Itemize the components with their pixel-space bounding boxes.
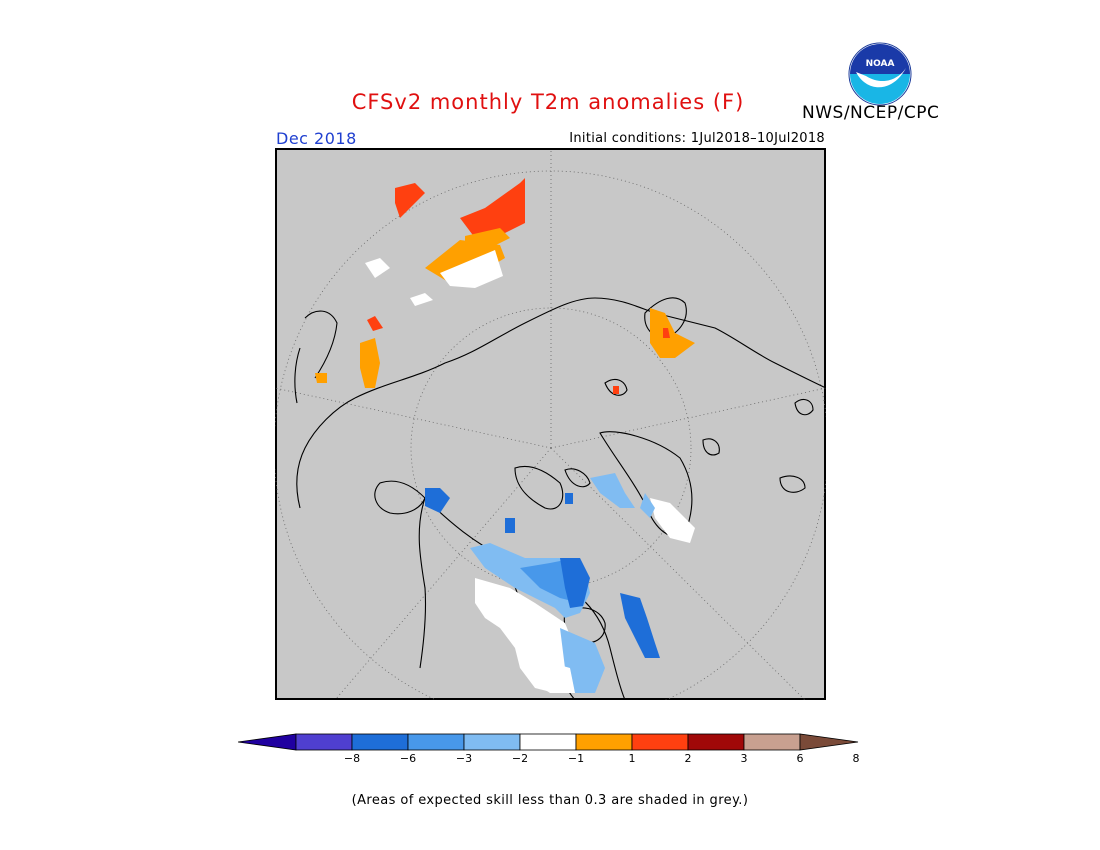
- valid-month-label: Dec 2018: [276, 129, 357, 148]
- legend-swatch: [687, 733, 745, 751]
- color-legend: [238, 733, 859, 751]
- legend-tick-label: 1: [628, 752, 636, 765]
- legend-tick-label: −3: [455, 752, 473, 765]
- legend-swatch: [295, 733, 353, 751]
- polar-anomaly-map: [275, 148, 826, 700]
- legend-swatch: [463, 733, 521, 751]
- legend-tick-label: −2: [511, 752, 529, 765]
- legend-tick-label: 2: [684, 752, 692, 765]
- agency-label: NWS/NCEP/CPC: [802, 103, 940, 123]
- legend-tick-label: −1: [567, 752, 585, 765]
- svg-text:NOAA: NOAA: [866, 59, 895, 69]
- legend-swatch: [351, 733, 409, 751]
- legend-tick-label: −8: [343, 752, 361, 765]
- legend-arrow-low: [238, 733, 297, 751]
- legend-tick-label: 3: [740, 752, 748, 765]
- initial-conditions-label: Initial conditions: 1Jul2018–10Jul2018: [569, 131, 825, 146]
- legend-tick-label: −6: [399, 752, 417, 765]
- legend-swatch: [519, 733, 577, 751]
- skill-note: (Areas of expected skill less than 0.3 a…: [351, 793, 749, 808]
- graticule: [275, 148, 826, 700]
- legend-swatch: [743, 733, 801, 751]
- legend-tick-label: 8: [852, 752, 860, 765]
- legend-swatch: [575, 733, 633, 751]
- legend-tick-label: 6: [796, 752, 804, 765]
- legend-swatch: [407, 733, 465, 751]
- map-title: CFSv2 monthly T2m anomalies (F): [351, 90, 745, 114]
- anomaly-shading: [315, 178, 695, 693]
- legend-swatch: [631, 733, 689, 751]
- legend-arrow-high: [799, 733, 859, 751]
- noaa-logo: NOAA: [848, 42, 912, 106]
